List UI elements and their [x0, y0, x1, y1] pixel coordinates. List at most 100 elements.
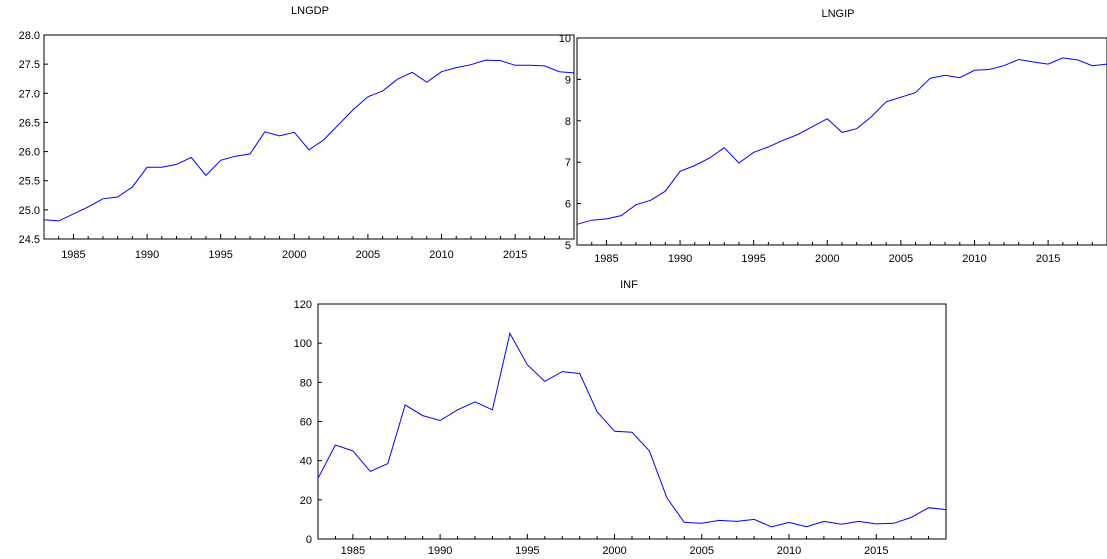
chart-lngdp-data-point [308, 149, 310, 151]
chart-inf-series-line [317, 332, 947, 528]
chart-lngip-data-point [929, 77, 931, 79]
chart-lngdp-data-point [146, 166, 148, 168]
chart-lngip-data-point [826, 118, 828, 120]
chart-lngdp-data-point [175, 163, 177, 165]
chart-inf-ytick-label: 40 [300, 456, 312, 468]
chart-inf-data-point [474, 401, 476, 403]
chart-inf-data-point [648, 450, 650, 452]
chart-lngdp-data-point [367, 96, 369, 98]
chart-lngdp-ytick-label: 24.5 [19, 234, 40, 246]
chart-lngdp-data-point [43, 219, 45, 221]
chart-lngdp-plot-frame [43, 34, 575, 240]
chart-inf-data-point [422, 414, 424, 416]
chart-lngip-title: LNGIP [821, 8, 854, 20]
chart-lngdp-series-line [43, 59, 575, 222]
chart-lngdp-data-point [249, 153, 251, 155]
chart-inf-data-point [875, 523, 877, 525]
chart-lngdp-ytick-label: 25.0 [19, 205, 40, 217]
chart-lngip-data-point [679, 170, 681, 172]
chart-inf-data-point [526, 364, 528, 366]
chart-inf-data-point [718, 519, 720, 521]
chart-inf-data-point [317, 477, 319, 479]
chart-inf-data-point [596, 411, 598, 413]
chart-lngdp-xtick-label: 2005 [356, 249, 380, 261]
chart-lngip-data-point [1032, 61, 1034, 63]
chart-lngdp-ytick-label: 26.0 [19, 147, 40, 159]
chart-lngip-data-point [620, 214, 622, 216]
chart-inf-plot-frame [317, 303, 947, 540]
chart-inf-data-point [352, 450, 354, 452]
chart-inf-data-point [509, 332, 511, 334]
chart-lngdp-data-point [323, 139, 325, 141]
chart-inf-data-point [823, 520, 825, 522]
chart-inf-xtick-label: 2015 [864, 545, 888, 557]
chart-lngip-ytick-label: 10 [559, 33, 571, 45]
chart-lngdp-data-point [205, 174, 207, 176]
chart-lngdp-ytick-label: 25.5 [19, 176, 40, 188]
chart-inf-data-point [945, 508, 947, 510]
chart-lngdp-xtick-label: 2000 [282, 249, 306, 261]
chart-inf-data-point [369, 470, 371, 472]
chart-lngip-data-point [708, 157, 710, 159]
chart-lngip-data-point [635, 204, 637, 206]
chart-inf-data-point [788, 521, 790, 523]
chart-inf-data-point [561, 370, 563, 372]
chart-lngip-ytick-label: 6 [565, 199, 571, 211]
chart-lngip-xtick-label: 2000 [815, 253, 839, 265]
chart-inf-xtick-label: 1990 [428, 545, 452, 557]
chart-lngdp-data-point [440, 71, 442, 73]
chart-inf-data-point [666, 497, 668, 499]
chart-lngip-data-point [1062, 57, 1064, 59]
chart-lngdp-data-point [381, 90, 383, 92]
chart-lngdp-data-point [278, 135, 280, 137]
chart-lngdp-data-point [337, 124, 339, 126]
chart-lngip-data-point [782, 139, 784, 141]
chart-inf-data-point [544, 380, 546, 382]
chart-inf-ytick-label: 60 [300, 417, 312, 429]
chart-lngdp-xtick-label: 2015 [503, 249, 527, 261]
chart-lngdp-data-point [293, 131, 295, 133]
chart-lngdp-ytick-label: 27.5 [19, 59, 40, 71]
chart-lngip-ytick-label: 9 [565, 74, 571, 86]
chart-lngip-data-point [1091, 65, 1093, 67]
chart-lngdp-data-point [72, 213, 74, 215]
chart-inf-title: INF [620, 279, 638, 291]
chart-lngdp-data-point [558, 71, 560, 73]
chart-lngip-data-point [605, 218, 607, 220]
chart-lngip-data-point [664, 190, 666, 192]
chart-inf-data-point [753, 518, 755, 520]
chart-inf-data-point [840, 523, 842, 525]
chart-inf-data-point [579, 372, 581, 374]
chart-lngip-data-point [885, 101, 887, 103]
chart-lngip-data-point [694, 164, 696, 166]
chart-inf-data-point [805, 526, 807, 528]
chart-lngip-data-point [973, 69, 975, 71]
chart-inf-data-point [701, 522, 703, 524]
chart-lngdp-data-point [87, 206, 89, 208]
chart-inf-data-point [439, 419, 441, 421]
chart-inf-xtick-label: 2010 [777, 545, 801, 557]
chart-lngdp-xtick-label: 1990 [135, 249, 159, 261]
chart-lngip-data-point [856, 128, 858, 130]
chart-lngip-data-point [1076, 59, 1078, 61]
chart-lngip-xtick-label: 1985 [594, 253, 618, 265]
chart-lngip-data-point [959, 77, 961, 79]
chart-lngdp-data-point [161, 166, 163, 168]
chart-lngip-data-point [753, 151, 755, 153]
chart-lngip-data-point [1003, 65, 1005, 67]
chart-lngip-xtick-label: 1995 [741, 253, 765, 265]
chart-inf-data-point [770, 526, 772, 528]
chart-inf-xtick-label: 1985 [341, 545, 365, 557]
chart-lngdp-data-point [514, 64, 516, 66]
chart-lngdp-data-point [131, 186, 133, 188]
chart-lngdp-data-point [455, 66, 457, 68]
chart-lngip-ytick-label: 7 [565, 157, 571, 169]
chart-lngdp-data-point [411, 71, 413, 73]
chart-lngdp-xtick-label: 1985 [61, 249, 85, 261]
chart-lngdp-xtick-label: 2010 [429, 249, 453, 261]
chart-lngip-xtick-label: 2015 [1036, 253, 1060, 265]
chart-lngdp-data-point [234, 155, 236, 157]
chart-inf-data-point [613, 430, 615, 432]
chart-inf-data-point [456, 409, 458, 411]
